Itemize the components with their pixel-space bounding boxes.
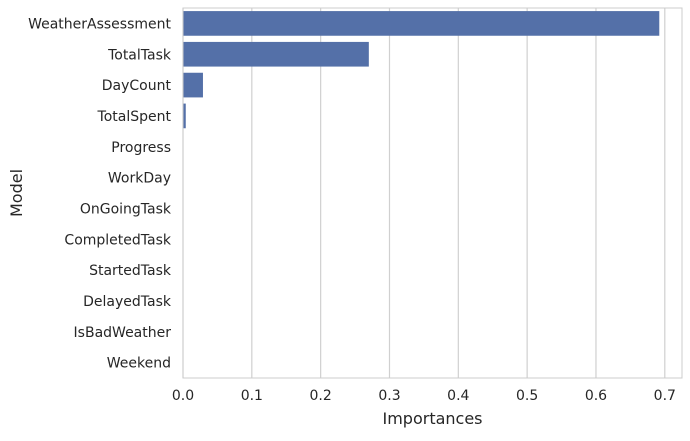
y-tick-label: IsBadWeather: [74, 325, 172, 341]
plot-frame: [182, 7, 683, 379]
x-tick-label: 0.6: [585, 388, 607, 404]
bar-layer: [183, 11, 660, 129]
grid-layer: [182, 8, 666, 378]
x-tick-labels: 0.0 0.1 0.2 0.3 0.4 0.5 0.6 0.7: [172, 388, 676, 404]
bar-daycount: [183, 72, 203, 98]
y-tick-label: WorkDay: [108, 171, 171, 187]
x-tick-label: 0.0: [172, 388, 194, 404]
y-tick-label: StartedTask: [89, 263, 172, 279]
x-tick-label: 0.7: [654, 388, 676, 404]
y-tick-label: WeatherAssessment: [28, 16, 171, 32]
y-tick-label: Progress: [111, 140, 171, 156]
x-tick-label: 0.1: [241, 388, 263, 404]
y-tick-label: DayCount: [102, 78, 172, 94]
bar-totaltask: [183, 41, 369, 67]
x-tick-label: 0.3: [378, 388, 400, 404]
y-tick-label: TotalTask: [107, 47, 172, 63]
x-axis-title: Importances: [382, 409, 482, 428]
y-tick-label: DelayedTask: [83, 294, 172, 310]
x-tick-label: 0.4: [447, 388, 469, 404]
y-tick-labels: WeatherAssessment TotalTask DayCount TotalS…: [28, 16, 172, 371]
x-tick-label: 0.2: [310, 388, 332, 404]
x-tick-label: 0.5: [516, 388, 538, 404]
y-tick-label: Weekend: [107, 356, 171, 372]
bar-weatherassessment: [183, 11, 660, 36]
y-axis-title: Model: [7, 169, 26, 217]
bar-totalspent: [183, 103, 186, 129]
y-tick-label: CompletedTask: [64, 232, 171, 248]
y-tick-label: TotalSpent: [97, 109, 172, 125]
y-tick-label: OnGoingTask: [80, 201, 172, 217]
